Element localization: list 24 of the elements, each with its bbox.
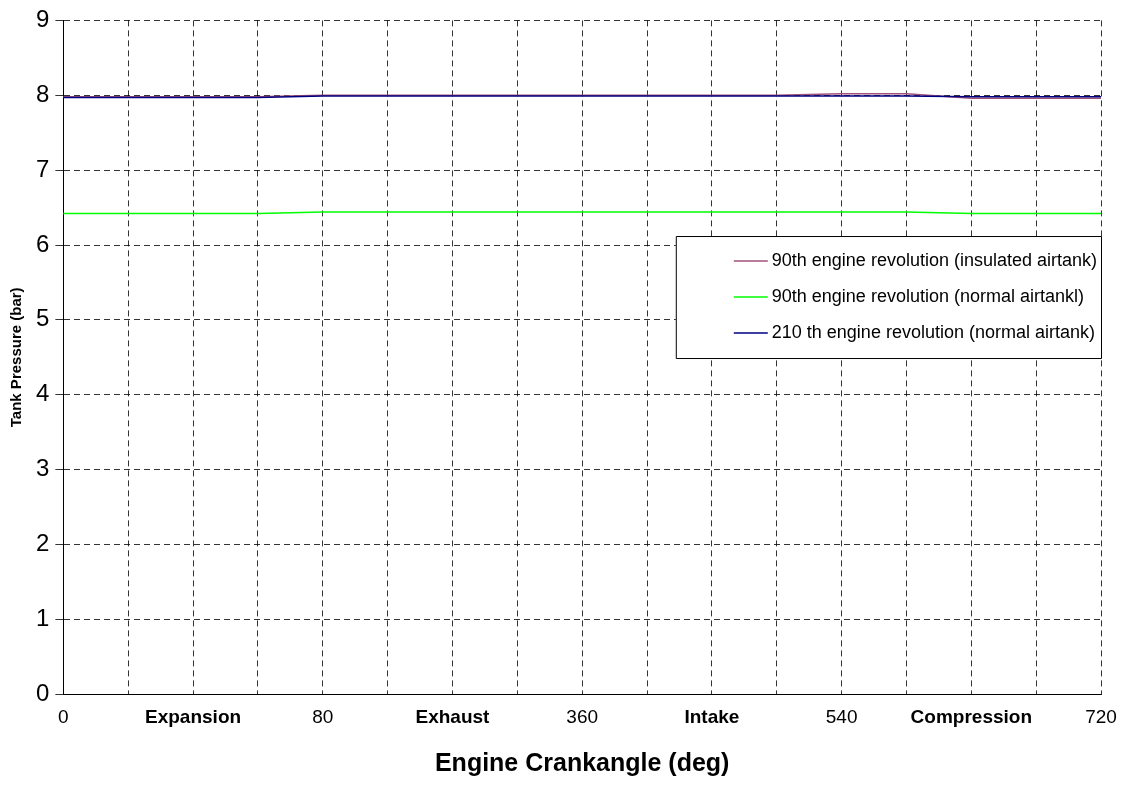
y-axis-title: Tank Pressure (bar)	[7, 287, 25, 428]
legend-label: 90th engine revolution (normal airtankl)	[771, 285, 1084, 306]
y-tick-label: 6	[35, 229, 50, 257]
x-tick-label: 0	[58, 705, 69, 727]
x-tick-label: 80	[312, 705, 334, 727]
y-tick-label: 3	[35, 454, 50, 482]
y-tick-label: 2	[35, 529, 50, 557]
x-tick-label: Exhaust	[415, 705, 491, 727]
legend-label: 210 th engine revolution (normal airtank)	[771, 321, 1095, 342]
x-axis-title: Engine Crankangle (deg)	[434, 747, 730, 776]
x-tick-label: Compression	[910, 705, 1032, 727]
y-tick-label: 1	[35, 603, 50, 631]
y-tick-label: 7	[35, 154, 50, 182]
y-tick-label: 8	[35, 79, 50, 107]
x-tick-label: Intake	[684, 705, 740, 727]
x-tick-label: 720	[1085, 705, 1117, 727]
x-tick-label: 360	[566, 705, 599, 727]
x-tick-label: Expansion	[145, 705, 242, 727]
y-tick-label: 4	[35, 379, 50, 407]
y-tick-label: 9	[35, 5, 50, 33]
y-tick-label: 0	[35, 678, 50, 706]
legend-label: 90th engine revolution (insulated airtank)	[771, 249, 1098, 270]
y-tick-label: 5	[35, 304, 50, 332]
x-tick-label: 540	[825, 705, 858, 727]
